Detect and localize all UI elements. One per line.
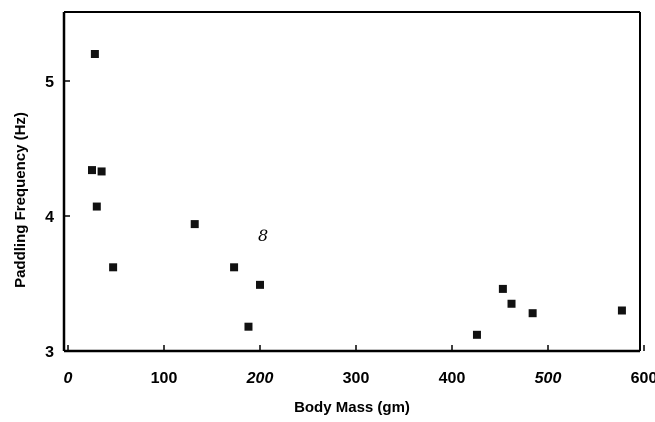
data-point xyxy=(90,50,99,58)
data-point xyxy=(109,263,118,272)
x-tick-label: 200 xyxy=(246,370,274,387)
y-tick-label: 3 xyxy=(45,344,54,361)
annotation-label: 8 xyxy=(258,226,268,245)
data-point xyxy=(256,280,264,289)
y-tick-label: 4 xyxy=(45,209,54,226)
data-point xyxy=(88,166,96,175)
x-tick-label: 300 xyxy=(343,370,370,387)
x-tick-label: 100 xyxy=(151,370,178,387)
data-points xyxy=(88,50,626,339)
data-point xyxy=(528,309,537,318)
x-tick-label: 0 xyxy=(64,370,73,387)
data-point xyxy=(190,220,199,229)
data-point xyxy=(617,306,626,315)
x-tick-label: 600 xyxy=(631,370,655,387)
data-point xyxy=(92,202,101,211)
x-axis-label: Body Mass (gm) xyxy=(294,399,410,416)
data-point xyxy=(472,330,481,339)
y-axis-label: Paddling Frequency (Hz) xyxy=(12,112,29,288)
y-tick-label: 5 xyxy=(45,74,54,91)
data-point xyxy=(244,322,253,331)
x-tick-label: 400 xyxy=(439,370,466,387)
data-point xyxy=(507,299,516,308)
data-point xyxy=(97,167,106,176)
y-axis-ticks: 3 4 5 xyxy=(45,74,70,361)
x-tick-label: 500 xyxy=(535,370,562,387)
data-point xyxy=(498,284,507,293)
x-axis-ticks: 0 100 200 300 400 500 600 xyxy=(64,345,655,387)
data-point xyxy=(230,263,239,272)
